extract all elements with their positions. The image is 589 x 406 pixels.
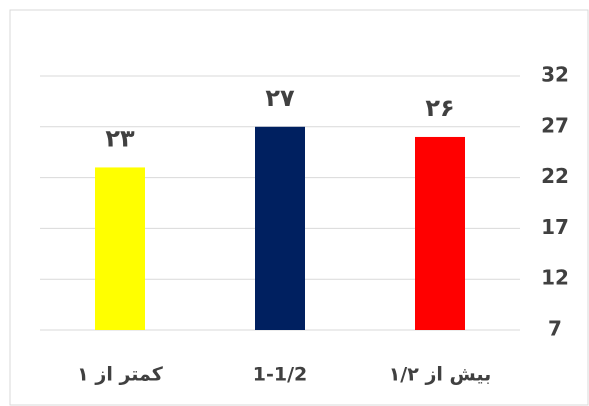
y-tick-label: 22 [541, 164, 569, 188]
bar [255, 126, 305, 330]
y-tick-label: 17 [541, 215, 569, 239]
y-tick-label: 32 [541, 63, 569, 87]
value-label: ۲۶ [425, 94, 454, 122]
y-tick-label: 27 [541, 113, 569, 137]
bar [95, 167, 145, 330]
y-tick-label: 7 [548, 317, 562, 341]
x-tick-label: کمتر از ۱ [77, 364, 164, 386]
x-tick-label: بیش از ۱/۲ [389, 364, 492, 386]
y-tick-label: 12 [541, 266, 569, 290]
value-label: ۲۳ [105, 124, 135, 152]
x-tick-label: 1-1/2 [253, 364, 308, 386]
bar [415, 136, 465, 330]
value-label: ۲۷ [265, 84, 295, 112]
chart-frame [9, 9, 589, 406]
